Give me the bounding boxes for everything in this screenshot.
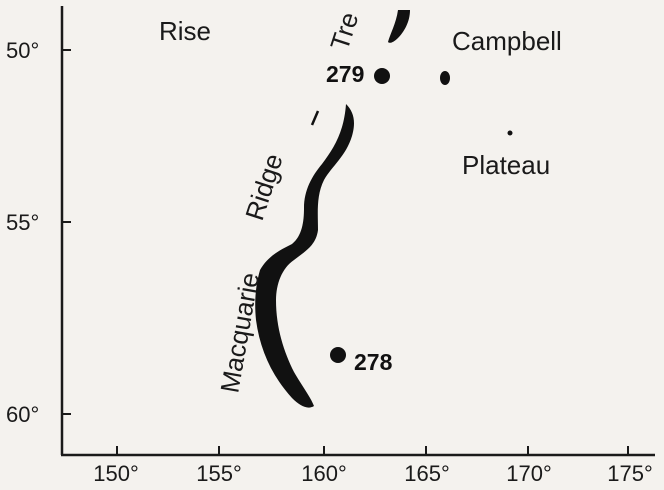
label-campbell: Campbell (452, 26, 562, 56)
ridge-trench-dash (310, 110, 320, 126)
y-tick-label-50: 50° (6, 38, 39, 63)
y-tick-labels: 50° 55° 60° (6, 38, 39, 427)
x-tick-labels: 150° 155° 160° 165° 170° 175° (93, 461, 653, 486)
ridge-shallow-area (255, 104, 354, 408)
trench-fragment-shape (388, 10, 410, 43)
y-tick-label-60: 60° (6, 402, 39, 427)
x-tick-label-160: 160° (301, 461, 347, 486)
x-tick-label-165: 165° (404, 461, 450, 486)
x-tick-label-175: 175° (607, 461, 653, 486)
label-ridge: Ridge (239, 150, 289, 224)
x-axis-ticks (116, 446, 629, 455)
label-plateau: Plateau (462, 150, 550, 180)
campbell-rise-feature (440, 71, 450, 85)
x-tick-label-155: 155° (196, 461, 242, 486)
site-278-marker (330, 347, 346, 363)
y-tick-label-55: 55° (6, 210, 39, 235)
y-axis-ticks (62, 49, 71, 415)
site-278-label: 278 (354, 349, 393, 375)
x-tick-label-170: 170° (506, 461, 552, 486)
site-279-marker (374, 68, 390, 84)
x-tick-label-150: 150° (93, 461, 139, 486)
map-frame (60, 6, 655, 457)
label-trench-fragment: Tre (324, 8, 364, 53)
label-macquarie: Macquarie (214, 270, 265, 395)
site-279-label: 279 (326, 61, 364, 87)
plateau-dot (507, 130, 513, 136)
label-rise: Rise (159, 16, 211, 46)
